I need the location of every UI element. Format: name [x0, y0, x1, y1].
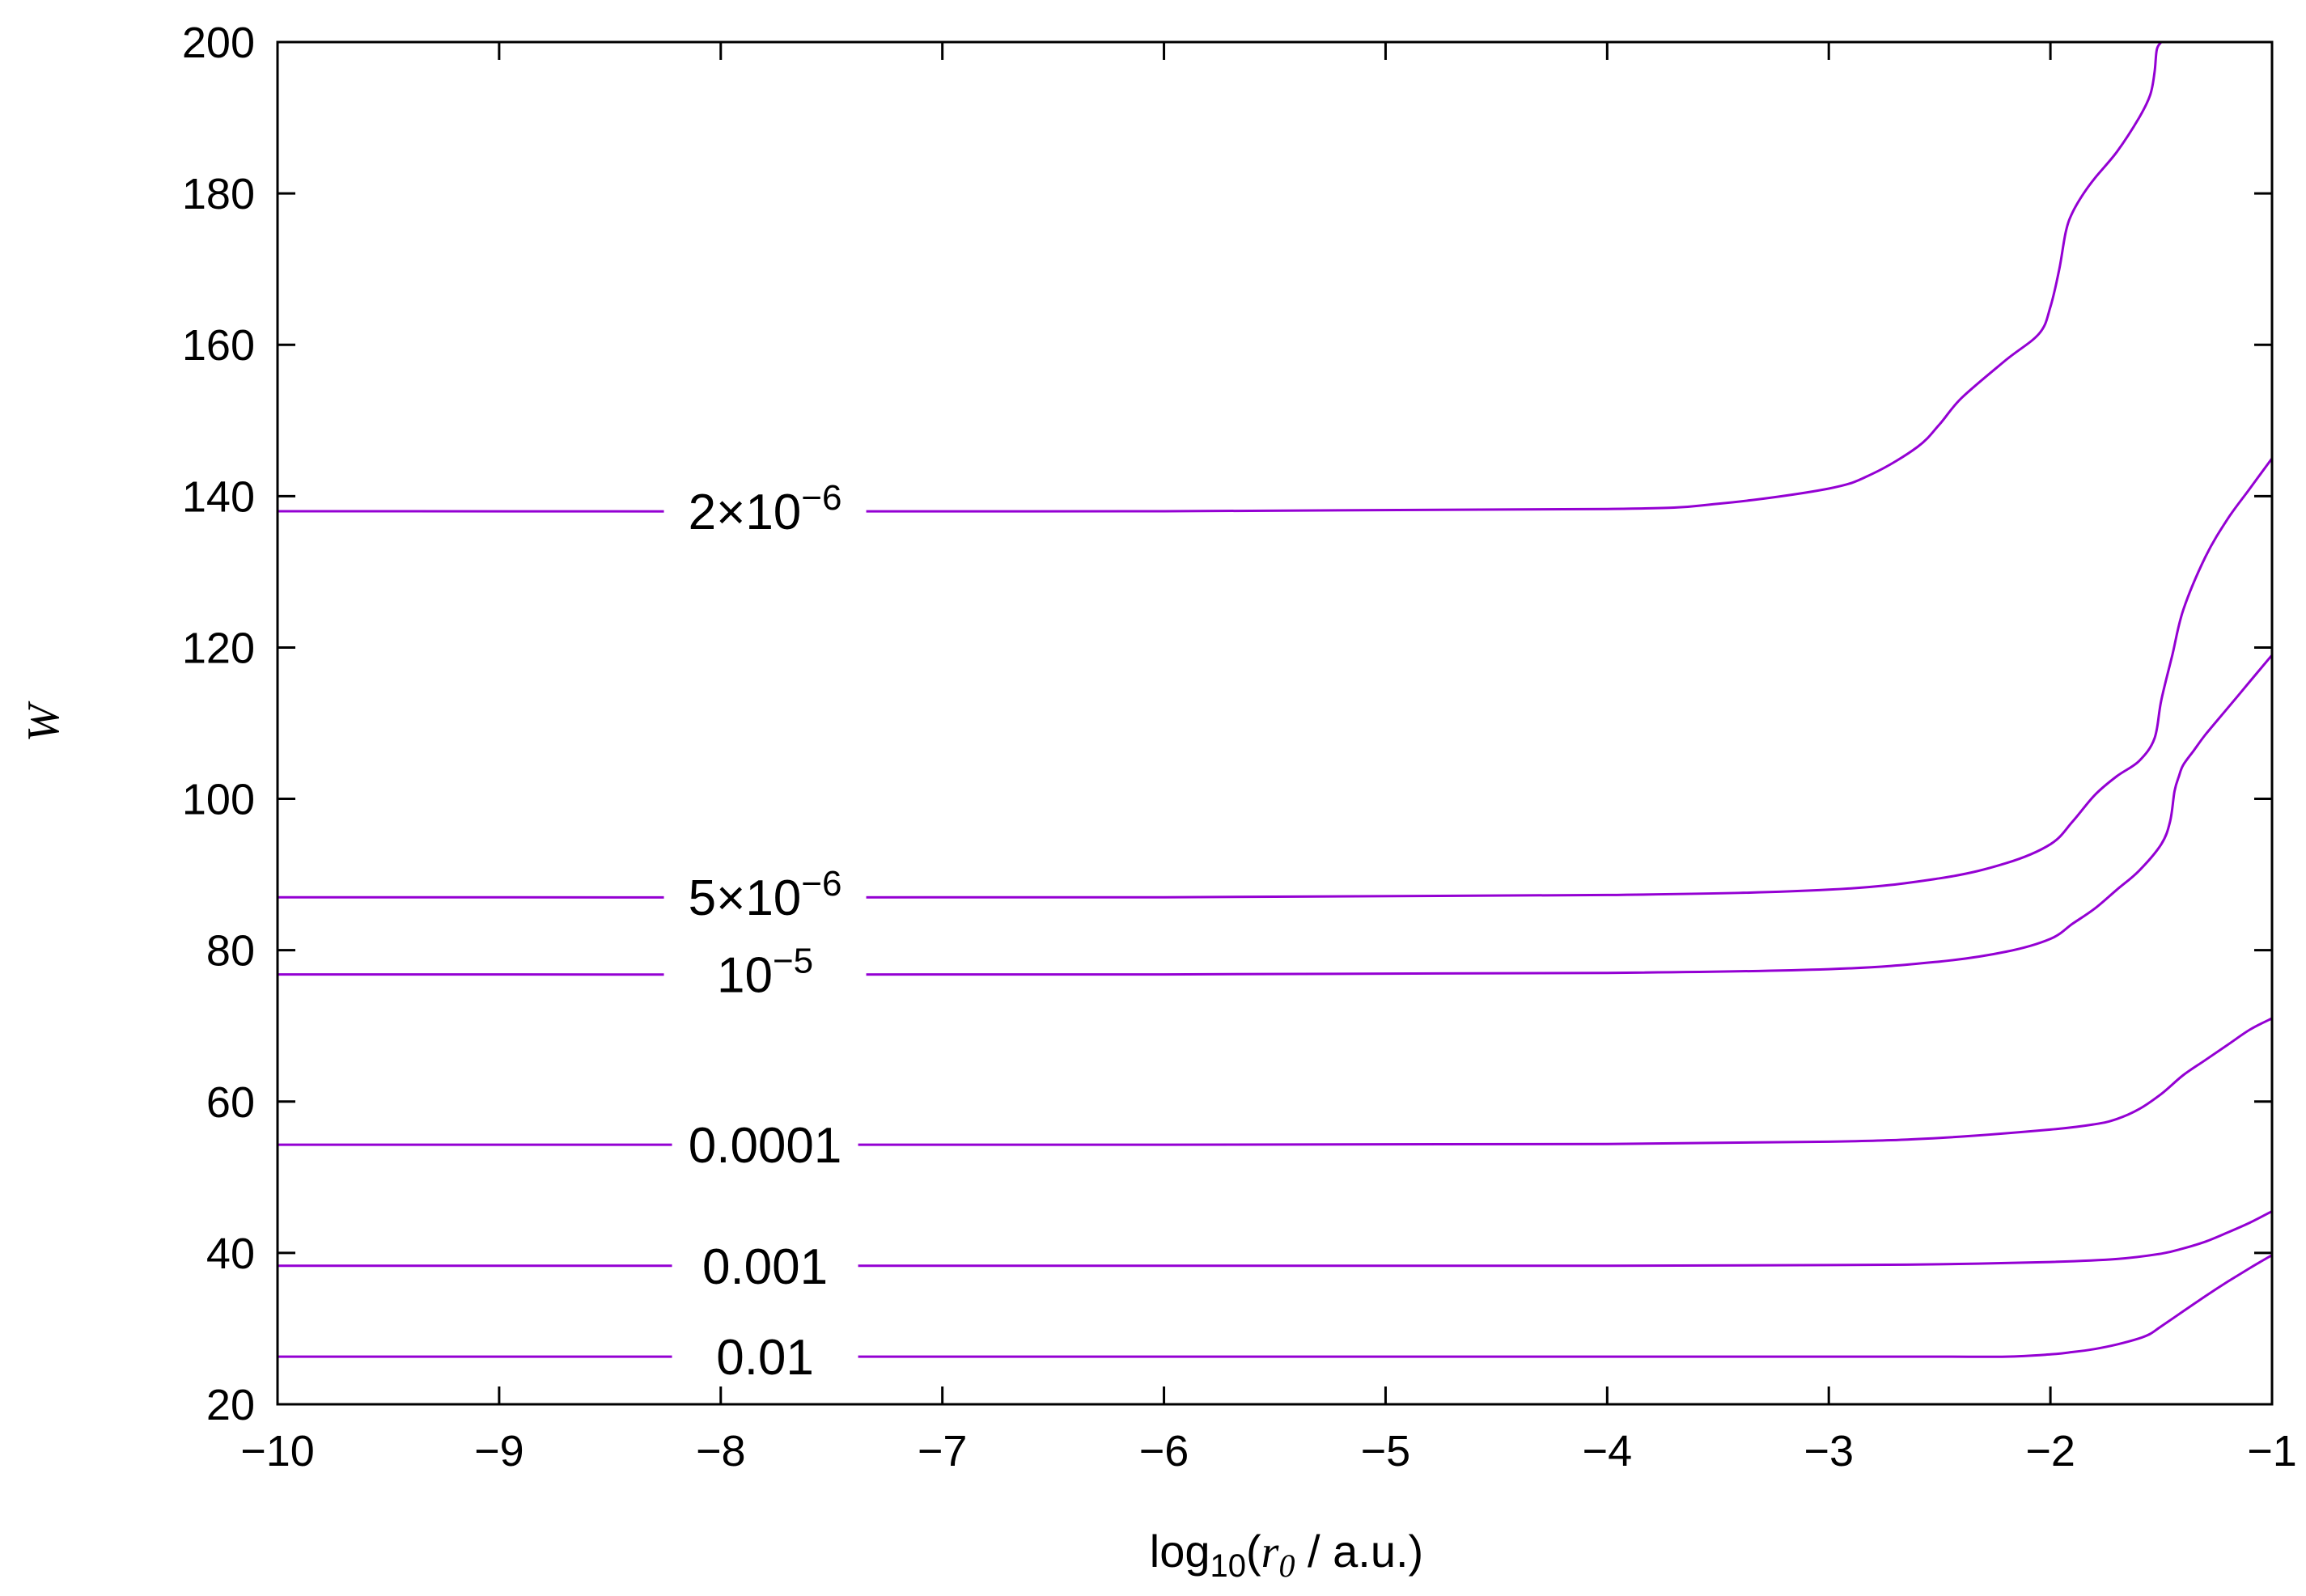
x-tick-label: −8 [696, 1427, 746, 1475]
x-tick-label: −4 [1583, 1427, 1633, 1475]
y-tick-label: 180 [182, 170, 255, 218]
series-label: 5×10−6 [689, 864, 842, 926]
x-axis-label-pre: log [1150, 1526, 1210, 1577]
series-line [278, 1017, 2272, 1146]
x-tick-label: −1 [2247, 1427, 2297, 1475]
plot-frame [276, 40, 2274, 1406]
series-label-base: 10 [717, 948, 773, 1004]
y-tick-label: 200 [182, 19, 255, 67]
x-tick-label: −5 [1361, 1427, 1411, 1475]
x-tick-label: −9 [474, 1427, 524, 1475]
series-line [278, 42, 2163, 513]
x-tick-label: −6 [1139, 1427, 1189, 1475]
series-label-exponent: −5 [773, 942, 813, 981]
y-tick-label: 60 [206, 1078, 255, 1127]
x-axis-label-post: / a.u.) [1295, 1526, 1423, 1577]
axis-ticks [276, 40, 2274, 1406]
series-label-bg [672, 1244, 858, 1287]
y-tick-label: 100 [182, 776, 255, 824]
x-tick-label: −3 [1804, 1427, 1854, 1475]
x-tick-label: −2 [2025, 1427, 2075, 1475]
series-line [278, 457, 2272, 899]
series-label-exponent: −6 [801, 864, 841, 904]
series-label-bg [672, 1336, 858, 1378]
series-label: 2×10−6 [689, 478, 842, 540]
series-label-bg [663, 953, 867, 996]
series-label-base: 5×10 [689, 870, 802, 926]
series-label-bg [672, 1124, 858, 1166]
series-label-base: 0.01 [716, 1330, 814, 1386]
x-axis-label-sub: 10 [1210, 1548, 1247, 1584]
series-label-base: 2×10 [689, 485, 802, 540]
curves [278, 42, 2272, 1358]
series-label-bg [663, 490, 867, 533]
series-label-bg [663, 876, 867, 919]
series-line [278, 1254, 2272, 1358]
series-line [278, 654, 2272, 976]
x-tick-label: −7 [918, 1427, 968, 1475]
series-label: 10−5 [717, 942, 813, 1004]
x-tick-label: −10 [240, 1427, 315, 1475]
x-axis-label-open: ( [1246, 1526, 1261, 1577]
series-label: 0.0001 [689, 1118, 842, 1174]
x-axis-label-var: r [1261, 1527, 1279, 1577]
series-label-base: 0.001 [702, 1239, 828, 1295]
series-label: 0.01 [716, 1330, 814, 1386]
y-tick-label: 40 [206, 1230, 255, 1278]
y-tick-label: 120 [182, 624, 255, 672]
series-label: 0.001 [702, 1239, 828, 1295]
x-axis-label-varsub: 0 [1278, 1547, 1295, 1584]
y-tick-label: 20 [206, 1381, 255, 1429]
series-label-exponent: −6 [801, 478, 841, 518]
y-tick-label: 80 [206, 927, 255, 976]
x-axis-label: log10(r0 / a.u.) [1150, 1526, 1423, 1584]
tick-labels: −10 −9 −8 −7 −6 −5 −4 −3 −2 −1 20 40 60 80 100 120 140 16… [182, 19, 2297, 1475]
series-line [278, 1210, 2272, 1268]
y-tick-label: 140 [182, 472, 255, 521]
series-label-base: 0.0001 [689, 1118, 842, 1174]
y-axis-label: W [19, 701, 69, 742]
y-tick-label: 160 [182, 321, 255, 370]
